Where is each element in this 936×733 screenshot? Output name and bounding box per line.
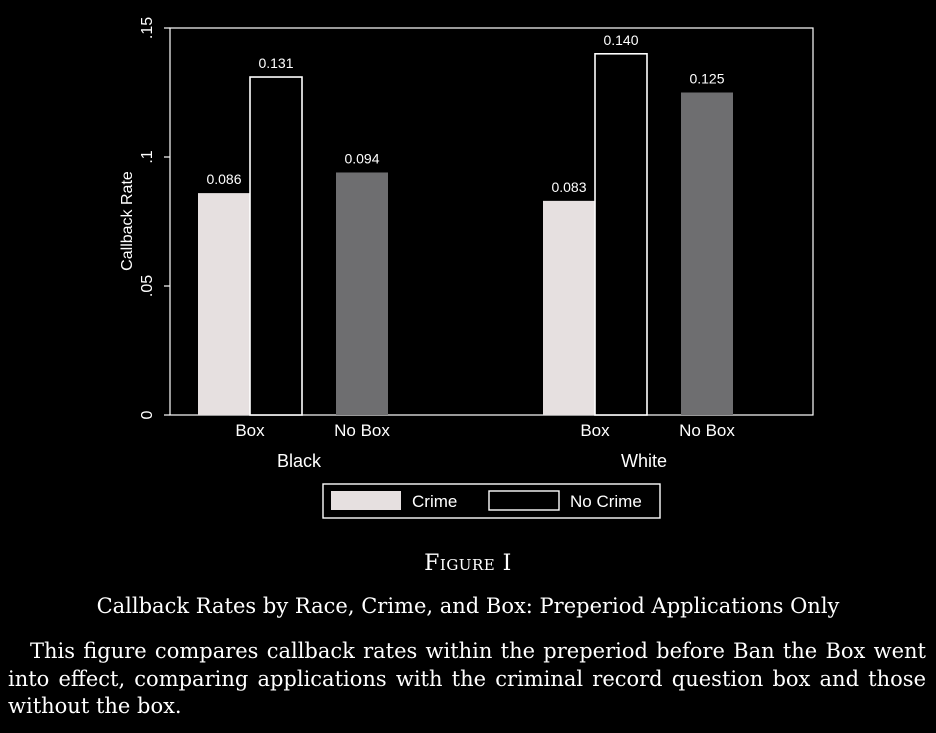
y-tick-label: .1 (139, 150, 156, 163)
plot-frame (169, 27, 814, 416)
legend: Crime No Crime (322, 483, 661, 519)
data-label: 0.140 (603, 32, 638, 48)
bars: 0.086 0.131 0.094 0.083 0.140 0.125 (198, 32, 733, 416)
x-group-label: White (621, 451, 667, 471)
bar-black-crime (198, 193, 250, 415)
y-axis: 0 .05 .1 .15 (139, 17, 170, 419)
y-axis-label: Callback Rate (119, 171, 136, 271)
x-axis: Box No Box Black Box No Box White (235, 421, 735, 471)
x-category-label: No Box (334, 421, 390, 440)
legend-swatch-crime (331, 491, 401, 510)
legend-label: Crime (412, 492, 457, 511)
bar-black-no-box (336, 172, 388, 415)
bar-chart: 0.05.1.15 Callback Rate 0.0860.1310.0940… (119, 17, 814, 519)
figure-label: Figure I (424, 551, 512, 576)
data-label: 0.086 (206, 171, 241, 187)
legend-swatch-no-crime (488, 490, 560, 511)
bar-white-crime (543, 200, 595, 415)
figure-note: This figure compares callback rates with… (8, 639, 926, 718)
bar-black-no-crime (249, 76, 303, 416)
x-category-label: Box (580, 421, 610, 440)
y-tick-label: .05 (139, 275, 156, 297)
bar-white-no-crime (594, 52, 648, 416)
x-category-label: Box (235, 421, 265, 440)
y-tick-label: .15 (139, 17, 156, 39)
x-group-label: Black (277, 451, 322, 471)
data-label: 0.125 (689, 71, 724, 87)
figure-title: Callback Rates by Race, Crime, and Box: … (96, 594, 840, 618)
bar-white-no-box (681, 92, 733, 415)
data-label: 0.083 (551, 179, 586, 195)
x-category-label: No Box (679, 421, 735, 440)
legend-label: No Crime (570, 492, 642, 511)
y-tick-label: 0 (139, 410, 156, 419)
data-label: 0.094 (344, 150, 379, 166)
data-label: 0.131 (258, 55, 293, 71)
